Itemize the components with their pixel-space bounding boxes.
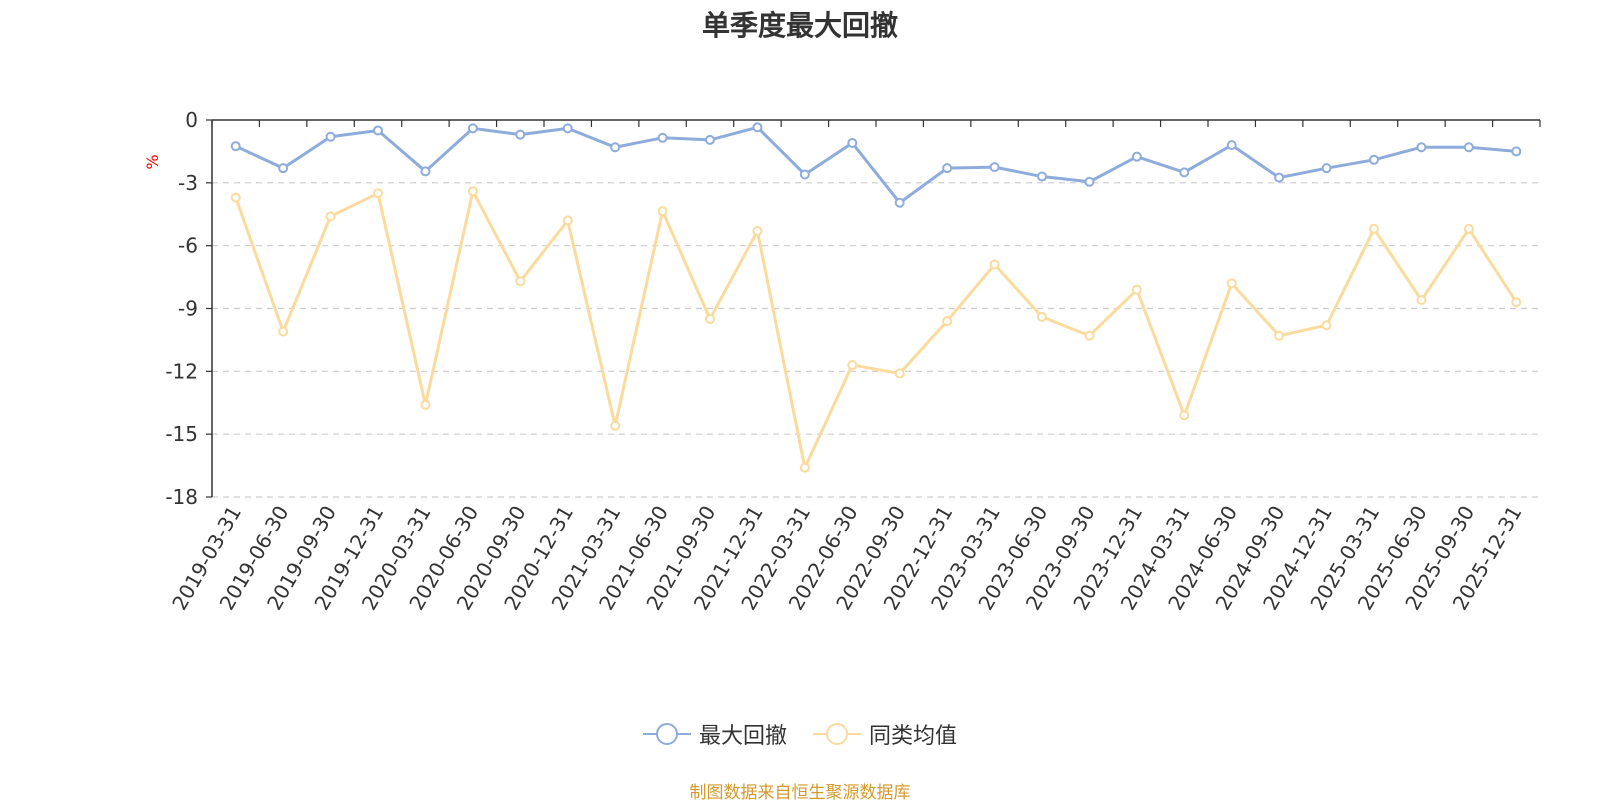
data-point[interactable] [420,399,431,410]
data-point[interactable] [230,141,241,152]
data-point[interactable] [942,163,953,174]
data-point[interactable] [1416,142,1427,153]
legend: 最大回撤 同类均值 [0,718,1600,750]
data-point[interactable] [657,132,668,143]
data-point[interactable] [278,163,289,174]
data-point[interactable] [942,316,953,327]
data-point[interactable] [1037,171,1047,182]
data-point[interactable] [325,131,336,142]
series-layer [230,122,1522,473]
data-point[interactable] [1369,154,1379,165]
legend-label-peer-average: 同类均值 [869,724,958,749]
y-tick-label: -18 [165,485,198,509]
data-point[interactable] [1226,140,1237,151]
data-point[interactable] [1226,278,1237,289]
data-point[interactable] [1463,142,1474,153]
data-point[interactable] [562,215,573,226]
y-axis-ticks: 0 -3 -6 -9 -12 -15 -18 [165,108,212,509]
series-line [234,189,1518,470]
data-point[interactable] [989,162,1000,173]
data-point[interactable] [373,188,383,199]
data-point[interactable] [657,206,668,217]
data-point[interactable] [1511,297,1522,308]
data-point[interactable] [230,192,241,203]
data-point[interactable] [1416,295,1427,306]
y-tick-label: -3 [178,171,198,195]
data-point[interactable] [752,226,763,237]
data-point[interactable] [894,368,905,379]
data-point[interactable] [420,166,431,177]
data-point[interactable] [1084,176,1095,187]
data-point[interactable] [1131,284,1142,295]
data-point[interactable] [894,197,905,208]
data-point[interactable] [847,138,858,149]
legend-label-max-drawdown: 最大回撤 [698,724,787,749]
data-point[interactable] [610,142,621,153]
data-point[interactable] [1321,320,1332,331]
y-axis-unit-label: % [143,154,162,169]
y-tick-label: 0 [185,108,198,132]
data-point[interactable] [515,276,526,287]
data-point[interactable] [1274,330,1285,341]
data-point[interactable] [799,169,810,180]
data-point[interactable] [467,123,478,134]
series-0 [230,122,1522,208]
data-point[interactable] [1131,151,1142,162]
y-tick-label: -12 [165,359,198,383]
data-point[interactable] [515,129,526,140]
data-point[interactable] [1321,163,1332,174]
data-point[interactable] [752,122,763,133]
data-point[interactable] [705,134,715,145]
data-point[interactable] [467,186,478,197]
data-point[interactable] [1511,146,1522,157]
legend-line-circle-icon [813,723,861,745]
data-point[interactable] [1037,311,1047,322]
data-point[interactable] [847,360,858,371]
y-tick-label: -6 [178,234,198,258]
data-point[interactable] [278,326,289,337]
y-tick-label: -15 [165,422,198,446]
series-1 [230,186,1522,473]
data-point[interactable] [1179,167,1190,178]
data-point[interactable] [1274,172,1285,183]
data-point[interactable] [1369,223,1379,234]
source-footer: 制图数据来自恒生聚源数据库 [689,783,911,803]
data-point[interactable] [799,462,810,473]
data-point[interactable] [1179,410,1190,421]
legend-line-circle-icon [642,723,691,745]
data-point[interactable] [989,259,1000,270]
data-point[interactable] [325,211,336,222]
data-point[interactable] [1084,330,1095,341]
data-point[interactable] [610,420,621,431]
data-point[interactable] [1463,223,1474,234]
data-point[interactable] [562,123,573,134]
data-point[interactable] [705,313,715,324]
legend-item-peer-average[interactable]: 同类均值 [813,718,957,750]
chart-title: 单季度最大回撤 [701,9,898,42]
legend-item-max-drawdown[interactable]: 最大回撤 [642,718,787,750]
y-tick-label: -9 [178,297,198,321]
data-point[interactable] [373,125,383,136]
series-line [235,125,1517,205]
